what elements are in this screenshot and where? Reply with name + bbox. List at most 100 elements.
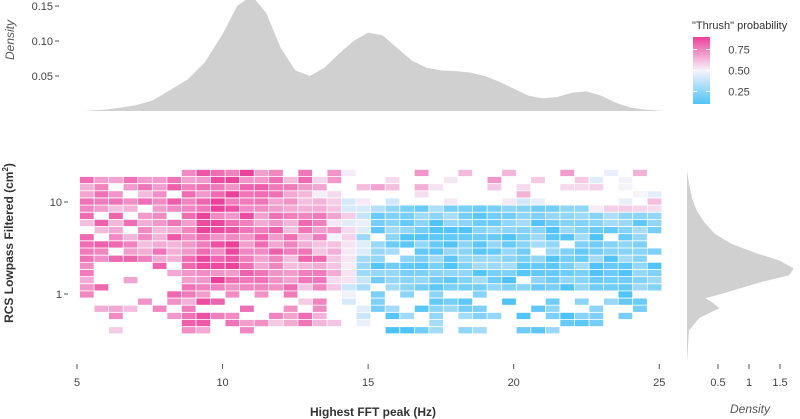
heatmap-tile [545, 241, 560, 248]
heatmap-tile [385, 284, 400, 291]
heatmap-tile [443, 176, 458, 184]
heatmap-tile [647, 212, 662, 219]
heatmap-tile [254, 319, 269, 327]
heatmap-tile [516, 312, 531, 320]
heatmap-tile [109, 255, 123, 262]
heatmap-tile [283, 255, 298, 262]
right-density-tick-label: 1 [746, 377, 752, 389]
heatmap-tile [341, 169, 356, 177]
heatmap-tile [341, 284, 356, 291]
heatmap-tile [371, 227, 385, 234]
heatmap-tile [429, 298, 444, 305]
heatmap-tile [181, 212, 196, 219]
heatmap-tile [618, 205, 633, 212]
heatmap-tile [327, 198, 342, 205]
heatmap-tile [283, 305, 298, 312]
y-axis-title-main: RCS Lowpass Filtered (cm [2, 172, 16, 323]
heatmap-tile [545, 262, 560, 269]
heatmap-tile [283, 219, 298, 227]
heatmap-tile [371, 248, 385, 255]
heatmap-tile [181, 241, 196, 248]
heatmap-tile [356, 319, 371, 327]
heatmap-tile [181, 198, 196, 205]
heatmap-tile [574, 205, 589, 212]
heatmap-tile [400, 212, 414, 219]
heatmap-tile [79, 291, 94, 298]
heatmap-tile [371, 298, 385, 305]
heatmap-tile [312, 305, 327, 312]
heatmap-tile [458, 205, 473, 212]
heatmap-tile [283, 205, 298, 212]
heatmap-tile [618, 248, 633, 255]
heatmap-tile [269, 212, 283, 219]
heatmap-tile [269, 205, 283, 212]
heatmap-tile [385, 269, 400, 277]
heatmap-tile [312, 319, 327, 327]
heatmap-tile [283, 312, 298, 320]
heatmap-tile [589, 212, 604, 219]
heatmap-tile [196, 269, 211, 277]
heatmap-tile [502, 212, 516, 219]
heatmap-tile [79, 277, 94, 284]
heatmap-tile [356, 305, 371, 312]
heatmap-tile [341, 248, 356, 255]
heatmap-tile [283, 262, 298, 269]
heatmap-tile [356, 262, 371, 269]
heatmap-tile [385, 277, 400, 284]
heatmap-tile [560, 312, 575, 320]
heatmap-tile [545, 212, 560, 219]
heatmap-tile [240, 212, 254, 219]
heatmap-tile [429, 305, 444, 312]
heatmap-tile [414, 234, 429, 241]
heatmap-tile [341, 198, 356, 205]
right-density-panel: 0.5 1 1.5 Density [687, 170, 794, 416]
heatmap-tile [210, 255, 225, 262]
heatmap-tile [385, 205, 400, 212]
heatmap-tile [196, 284, 211, 291]
heatmap-tile [356, 241, 371, 248]
heatmap-tile [356, 205, 371, 212]
heatmap-tile [356, 269, 371, 277]
heatmap-tile [341, 212, 356, 219]
heatmap-tile [341, 277, 356, 284]
heatmap-tile [647, 269, 662, 277]
heatmap-tile [138, 248, 152, 255]
heatmap-tile [327, 219, 342, 227]
y-axis-title: RCS Lowpass Filtered (cm2) [1, 163, 16, 323]
heatmap-tile [589, 319, 604, 327]
heatmap-tile [516, 205, 531, 212]
heatmap-tile [385, 262, 400, 269]
heatmap-tile [225, 198, 240, 205]
heatmap-tile [283, 198, 298, 205]
heatmap-tile [240, 234, 254, 241]
heatmap-tile [618, 277, 633, 284]
heatmap-tile [283, 248, 298, 255]
heatmap-tile [560, 319, 575, 327]
heatmap-tile [487, 284, 502, 291]
heatmap-tile [269, 248, 283, 255]
heatmap-tile [545, 255, 560, 262]
heatmap-tile [531, 269, 545, 277]
heatmap-tile [181, 269, 196, 277]
heatmap-tile [502, 269, 516, 277]
heatmap-tile [94, 176, 109, 184]
heatmap-tile [371, 262, 385, 269]
heatmap-tile [196, 184, 211, 191]
heatmap-tile [181, 319, 196, 327]
heatmap-tile [240, 169, 254, 177]
heatmap-tile [633, 205, 647, 212]
heatmap-tile [356, 255, 371, 262]
heatmap-tile [269, 241, 283, 248]
heatmap-tile [516, 184, 531, 191]
heatmap-tile [79, 212, 94, 219]
heatmap-tile [633, 191, 647, 198]
heatmap-tile [196, 191, 211, 198]
top-density-panel: 0.05 0.10 0.15 Density [3, 0, 666, 111]
heatmap-tile [647, 277, 662, 284]
heatmap-tile [414, 305, 429, 312]
heatmap-tile [196, 255, 211, 262]
heatmap-tile [589, 269, 604, 277]
heatmap-tile [298, 298, 313, 305]
heatmap-tile [574, 212, 589, 219]
heatmap-tile [516, 198, 531, 205]
